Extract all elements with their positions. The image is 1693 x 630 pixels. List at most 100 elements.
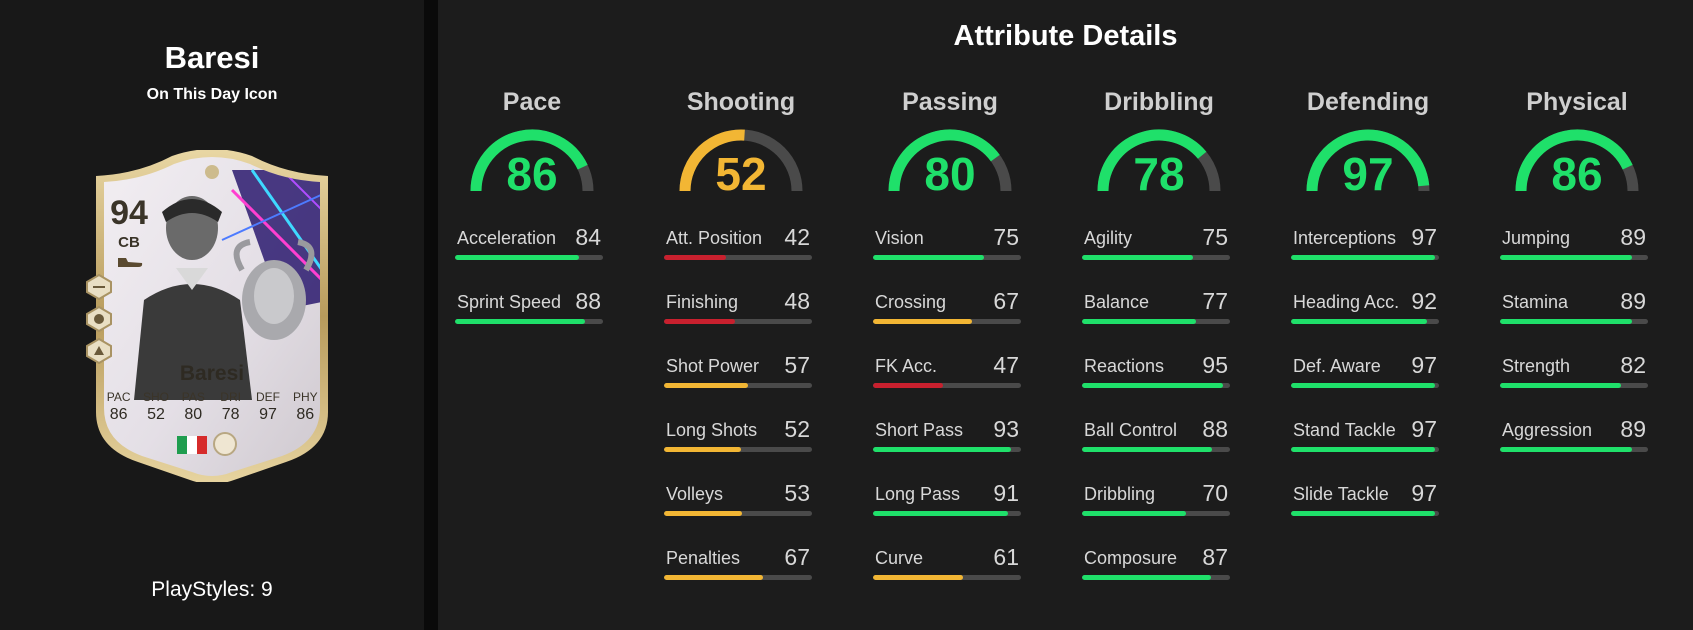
player-name: Baresi <box>164 40 260 75</box>
attribute-value: 84 <box>575 224 601 250</box>
attribute-value: 70 <box>1202 480 1228 506</box>
attribute-bar-fill <box>664 319 736 324</box>
card-stat-def: DEF 97 <box>249 390 286 424</box>
attribute-value: 88 <box>575 288 601 314</box>
attribute-label: Penalties <box>666 548 741 568</box>
attribute-bar-fill <box>1082 575 1211 580</box>
attribute-value: 48 <box>784 288 810 314</box>
attribute-value: 97 <box>1411 224 1437 250</box>
attribute-bar-fill <box>664 447 741 452</box>
card-stat-label: PHY <box>292 390 318 404</box>
panel-divider <box>424 0 438 630</box>
attribute-label: Def. Aware <box>1293 356 1381 376</box>
attribute-bar-fill <box>1082 447 1213 452</box>
attribute-value: 67 <box>993 288 1019 314</box>
gauge-fill <box>470 129 588 192</box>
attribute-bar <box>873 447 1021 452</box>
attribute-bar-fill <box>873 447 1011 452</box>
card-stat-value: 86 <box>296 406 315 423</box>
attribute-value: 97 <box>1411 480 1437 506</box>
attribute-bar-fill <box>455 319 586 324</box>
category-pace: Pace 86 <box>454 88 610 200</box>
category-title: Passing <box>902 88 998 116</box>
attribute-value: 67 <box>784 544 810 570</box>
attribute-bar <box>1082 511 1230 516</box>
attribute-bar-fill <box>873 383 943 388</box>
category-physical: Physical 86 <box>1499 88 1655 200</box>
attribute-value: 52 <box>784 416 810 442</box>
attribute-bar <box>873 319 1021 324</box>
attribute-bar <box>1291 447 1439 452</box>
attribute-bar-fill <box>1500 383 1622 388</box>
attribute-bar <box>1291 255 1439 260</box>
attribute-bar <box>1082 255 1230 260</box>
attribute-bar <box>873 383 1021 388</box>
card-stat-pas: PAS 80 <box>175 390 212 424</box>
attribute-bar-fill <box>664 383 749 388</box>
category-value: 80 <box>924 148 976 200</box>
attribute-bar-fill <box>1082 255 1193 260</box>
attribute-value: 92 <box>1411 288 1437 314</box>
attribute-label: Acceleration <box>457 228 557 248</box>
attribute-value: 61 <box>993 544 1019 570</box>
attribute-bar-fill <box>455 255 580 260</box>
playstyles-count: PlayStyles: 9 <box>151 578 273 601</box>
card-stat-value: 86 <box>109 406 128 423</box>
card-stat-label: PAC <box>106 390 131 404</box>
player-card[interactable]: 94 CB Baresi PAC 86 SHO 52 PAS 80 DRI 78 DEF 97 PH… <box>82 150 342 482</box>
attribute-value: 42 <box>784 224 810 250</box>
category-title: Physical <box>1526 88 1628 116</box>
italy-flag-icon <box>177 436 207 454</box>
category-defending: Defending 97 <box>1290 88 1446 200</box>
attribute-label: Curve <box>875 548 924 568</box>
playstyle-badge-icon <box>86 338 112 364</box>
attribute-bar-fill <box>1291 447 1435 452</box>
attribute-value: 75 <box>993 224 1019 250</box>
attribute-bar <box>1500 255 1648 260</box>
category-gauge: 86 <box>467 127 597 200</box>
category-passing: Passing 80 <box>872 88 1028 200</box>
category-title: Shooting <box>686 88 796 116</box>
category-value: 52 <box>715 148 767 200</box>
attribute-value: 82 <box>1620 352 1646 378</box>
attribute-bar-fill <box>664 511 743 516</box>
card-stat-label: SHO <box>142 390 169 404</box>
category-gauge: 52 <box>676 127 806 200</box>
gauge-fill <box>679 129 745 192</box>
attribute-label: Interceptions <box>1293 228 1397 248</box>
attribute-value: 88 <box>1202 416 1228 442</box>
attribute-bar <box>1500 447 1648 452</box>
attribute-label: Composure <box>1084 548 1178 568</box>
attribute-bar-fill <box>873 255 984 260</box>
attributes-panel <box>438 0 1693 630</box>
card-overall-rating: 94 <box>110 194 148 232</box>
gauge-fill <box>888 129 1000 192</box>
attribute-label: Shot Power <box>666 356 760 376</box>
attribute-label: Att. Position <box>666 228 763 248</box>
attribute-label: Stand Tackle <box>1293 420 1396 440</box>
attribute-bar <box>1500 319 1648 324</box>
attribute-bar <box>664 511 812 516</box>
attribute-bar <box>1291 511 1439 516</box>
gauge-fill <box>1515 129 1633 192</box>
attribute-label: Long Pass <box>875 484 961 504</box>
card-stat-sho: SHO 52 <box>137 390 174 424</box>
playstyle-badge-icon <box>86 274 112 300</box>
attribute-bar-fill <box>1291 511 1435 516</box>
attribute-bar <box>873 575 1021 580</box>
attribute-value: 97 <box>1411 416 1437 442</box>
category-dribbling: Dribbling 78 <box>1081 88 1237 200</box>
attribute-bar-fill <box>873 511 1008 516</box>
category-value: 97 <box>1342 148 1394 200</box>
card-stat-value: 80 <box>184 406 203 423</box>
attribute-bar-fill <box>1500 255 1632 260</box>
attribute-label: FK Acc. <box>875 356 938 376</box>
attribute-value: 47 <box>993 352 1019 378</box>
attribute-label: Aggression <box>1502 420 1593 440</box>
category-gauge: 80 <box>885 127 1015 200</box>
card-position: CB <box>118 234 140 251</box>
attribute-bar <box>455 319 603 324</box>
attribute-bar <box>1082 383 1230 388</box>
attribute-label: Strength <box>1502 356 1571 376</box>
card-stat-label: DRI <box>220 390 241 404</box>
